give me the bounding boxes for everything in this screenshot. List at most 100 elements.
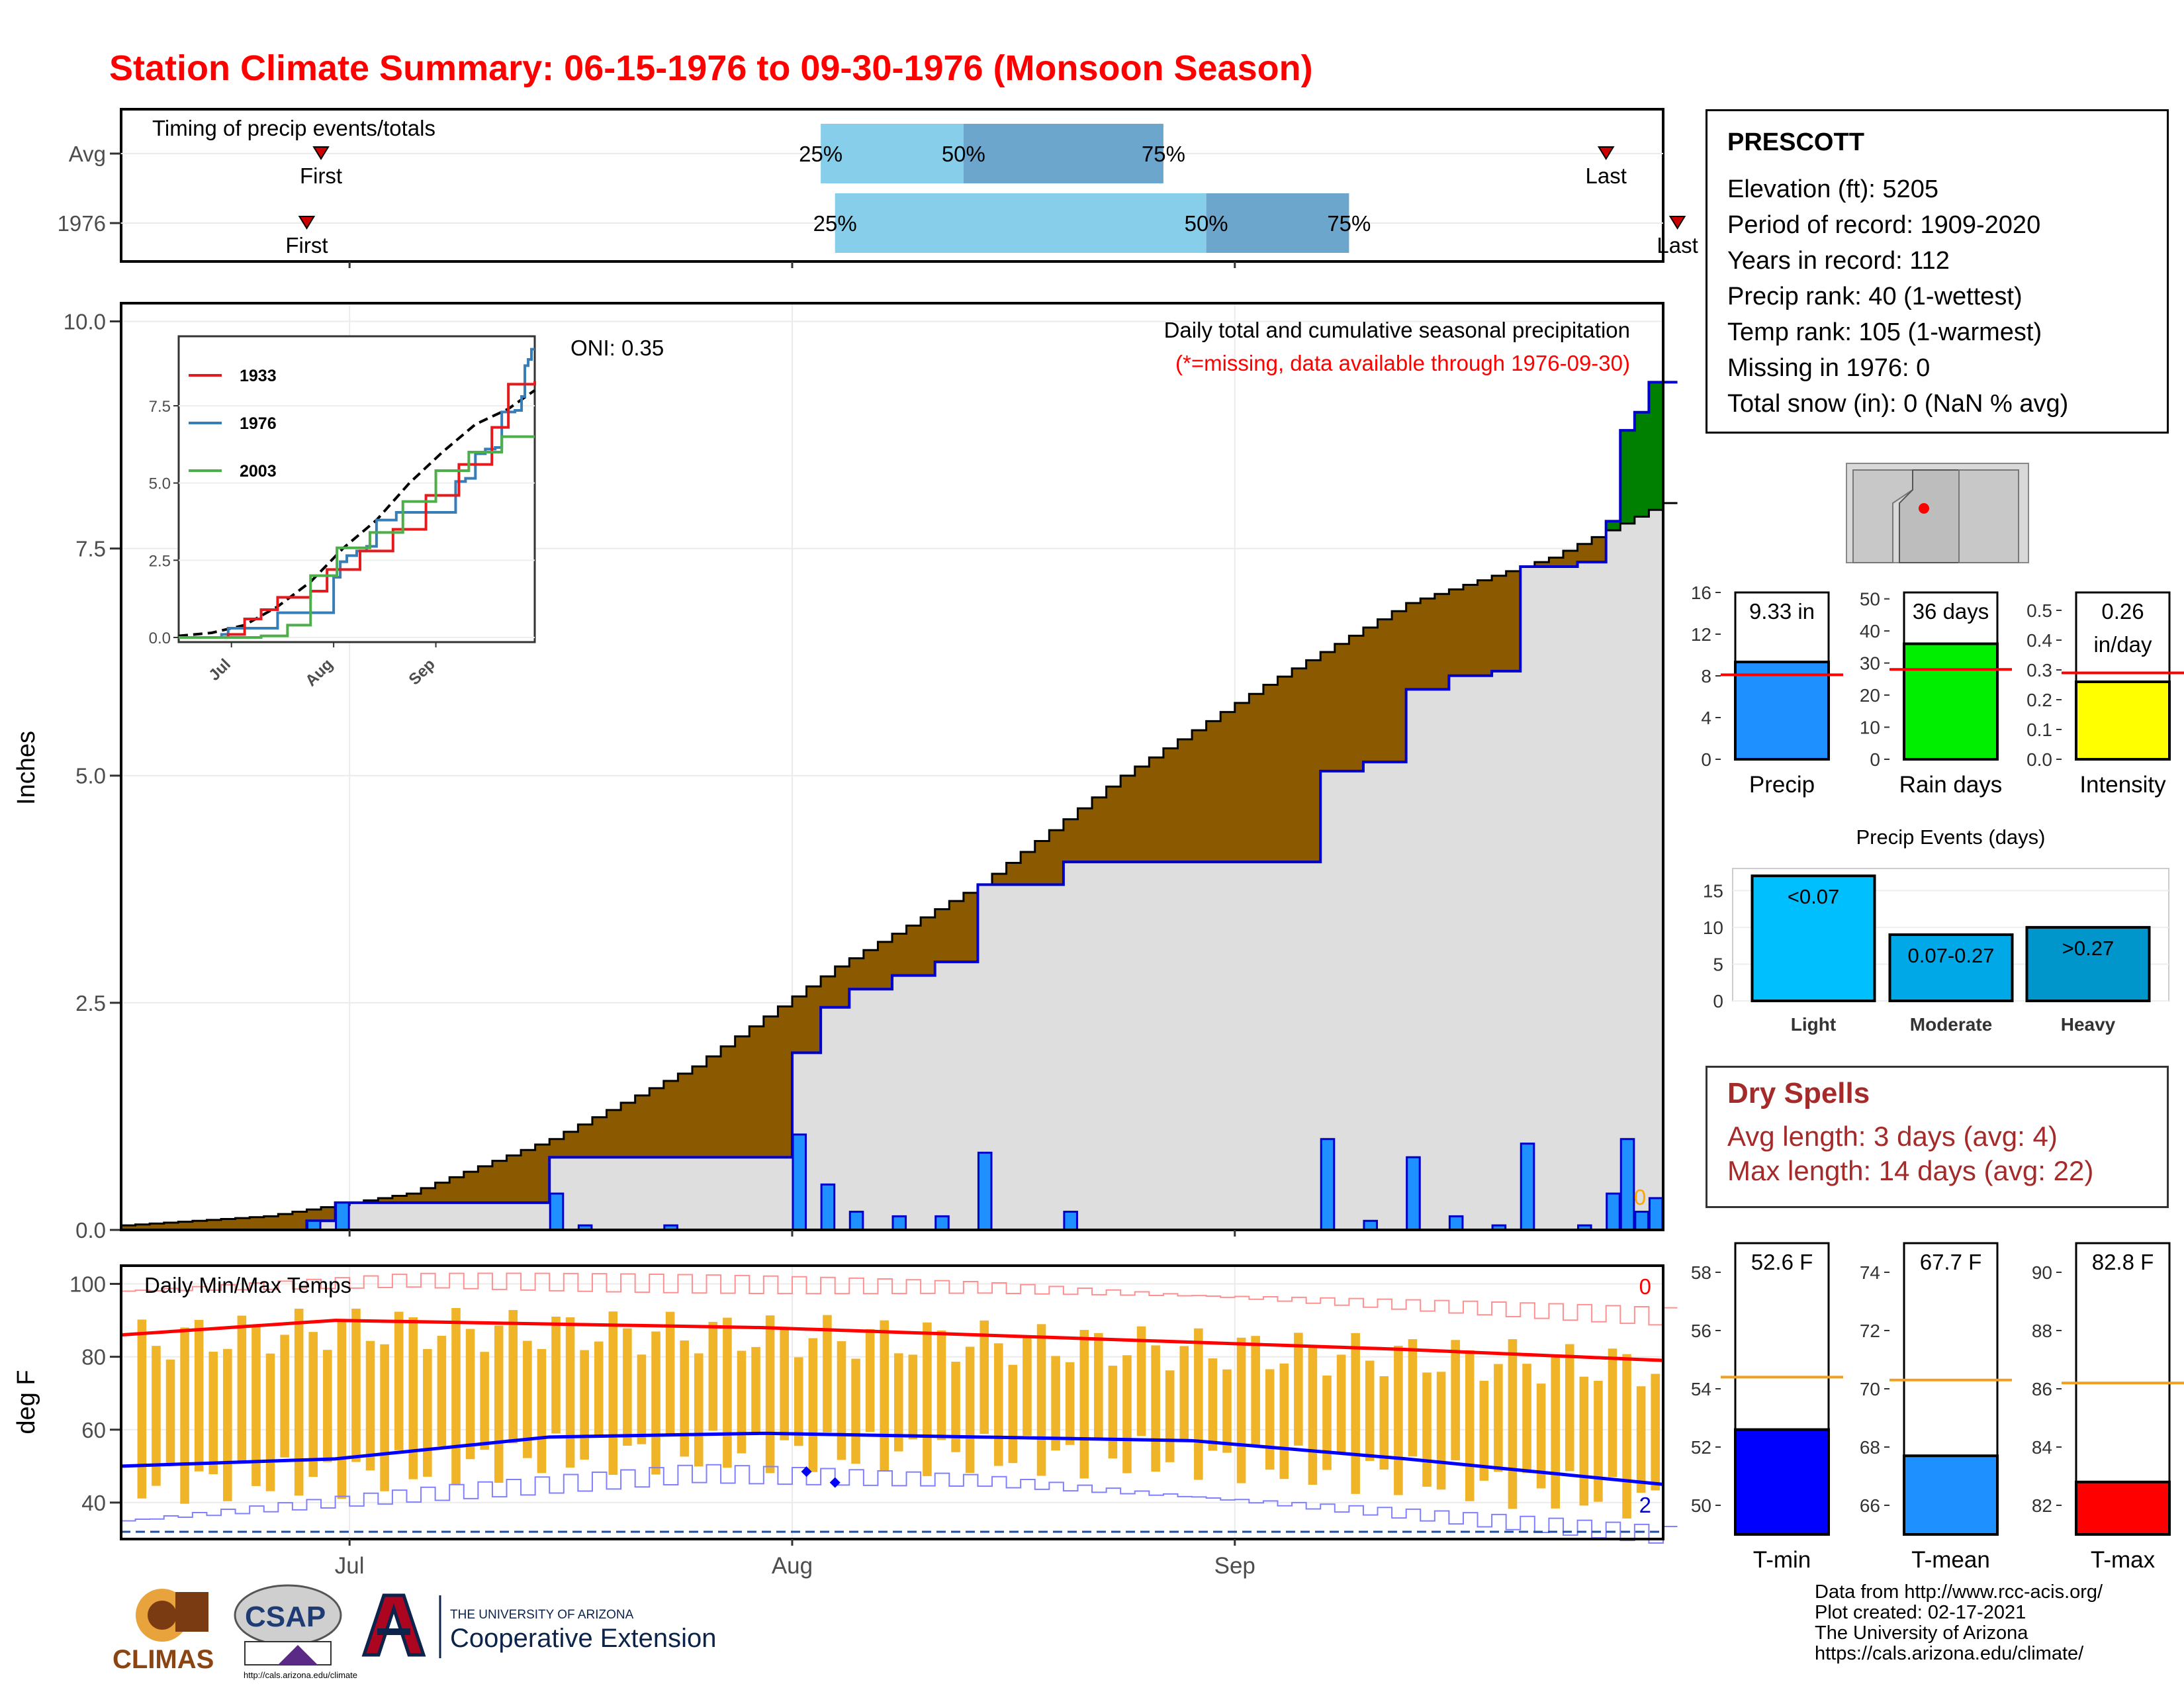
base-fill bbox=[1021, 884, 1036, 1230]
base-fill bbox=[1363, 762, 1379, 1230]
last-marker-label: Last bbox=[1586, 164, 1627, 188]
daily-temp-bar bbox=[408, 1317, 418, 1479]
daily-temp-bar bbox=[1594, 1380, 1603, 1502]
below-avg-fill bbox=[1120, 775, 1136, 863]
daily-temp-bar bbox=[1236, 1337, 1246, 1483]
y-tick-label: 16 bbox=[1691, 583, 1711, 603]
below-avg-fill bbox=[178, 1221, 193, 1230]
below-avg-fill bbox=[1006, 863, 1021, 885]
daily-temp-bar bbox=[1165, 1370, 1175, 1462]
month-label: Aug bbox=[772, 1553, 813, 1579]
base-fill bbox=[406, 1202, 422, 1230]
daily-temp-bar bbox=[280, 1335, 289, 1458]
base-fill bbox=[535, 1202, 550, 1230]
last-marker bbox=[1597, 146, 1615, 160]
base-fill bbox=[563, 1157, 578, 1230]
below-avg-fill bbox=[806, 986, 821, 1053]
base-fill bbox=[1449, 675, 1464, 1230]
y-tick-label: 12 bbox=[1691, 624, 1711, 645]
daily-temp-bar bbox=[394, 1311, 404, 1450]
below-avg-fill bbox=[250, 1217, 265, 1230]
base-fill bbox=[1334, 771, 1349, 1230]
bar-name: T-max bbox=[2091, 1547, 2156, 1573]
base-fill bbox=[1034, 884, 1050, 1230]
y-tick-label: 90 bbox=[2032, 1262, 2052, 1283]
daily-precip-bar bbox=[306, 1219, 322, 1231]
y-tick-label: 74 bbox=[1860, 1262, 1880, 1283]
logos: CLIMAS CSAP http://cals.arizona.edu/clim… bbox=[113, 1584, 716, 1680]
daily-temp-bar bbox=[1008, 1364, 1018, 1464]
daily-temp-bar bbox=[1551, 1355, 1560, 1509]
base-fill bbox=[1206, 862, 1221, 1230]
daily-temp-bar bbox=[951, 1362, 960, 1452]
daily-temp-bar bbox=[1122, 1355, 1132, 1474]
daily-temp-bar bbox=[1023, 1337, 1032, 1436]
y-tick-label: 0.0 bbox=[75, 1218, 106, 1243]
base-fill bbox=[1534, 567, 1550, 1230]
y-tick-label: 0 bbox=[1870, 749, 1880, 770]
below-avg-fill bbox=[878, 941, 893, 990]
base-fill bbox=[492, 1202, 508, 1230]
daily-temp-bar bbox=[808, 1338, 818, 1472]
below-avg-fill bbox=[1234, 702, 1250, 863]
base-fill bbox=[1392, 762, 1407, 1230]
daily-temp-bar bbox=[780, 1328, 789, 1440]
value-bar bbox=[2075, 1480, 2171, 1536]
daily-temp-bar bbox=[1651, 1374, 1660, 1491]
event-bar-label: 0.07-0.27 bbox=[1908, 944, 1995, 967]
below-avg-fill bbox=[1049, 830, 1064, 885]
precip-panel: 0.0 2.5 5.0 7.5 10.0 Inches ONI: 0.35 Daily tot… bbox=[13, 302, 1678, 1243]
station-line: Precip rank: 40 (1-wettest) bbox=[1727, 283, 2023, 310]
inset-y-label: 2.5 bbox=[149, 552, 171, 570]
y-tick-label: 86 bbox=[2032, 1379, 2052, 1399]
event-category: Moderate bbox=[1910, 1014, 1992, 1035]
base-fill bbox=[678, 1157, 693, 1230]
dry-spells-title: Dry Spells bbox=[1727, 1077, 1870, 1109]
record-min-line bbox=[121, 1464, 1678, 1544]
credit-line: Plot created: 02-17-2021 bbox=[1815, 1602, 2026, 1623]
daily-temp-bar bbox=[1508, 1339, 1518, 1509]
base-fill bbox=[878, 989, 893, 1230]
base-fill bbox=[478, 1202, 493, 1230]
value-bar bbox=[1903, 642, 1999, 761]
below-avg-fill bbox=[206, 1219, 222, 1230]
q25-50-box bbox=[835, 193, 1206, 253]
y-tick-label: 0.4 bbox=[2026, 630, 2052, 651]
first-marker-label: First bbox=[285, 233, 328, 258]
base-fill bbox=[1177, 862, 1193, 1230]
station-line: Temp rank: 105 (1-warmest) bbox=[1727, 318, 2042, 346]
y-tick-label: 54 bbox=[1691, 1379, 1711, 1399]
base-fill bbox=[706, 1157, 721, 1230]
daily-temp-bar bbox=[794, 1357, 803, 1446]
record-low-count: 2 bbox=[1639, 1493, 1651, 1517]
daily-temp-bar bbox=[1494, 1364, 1503, 1472]
first-marker bbox=[298, 216, 316, 230]
daily-temp-bar bbox=[565, 1317, 575, 1468]
timing-panel: Timing of precip events/totals Avg 25% 50% 7… bbox=[58, 108, 1698, 268]
below-avg-fill bbox=[1149, 757, 1164, 863]
bar-name: Rain days bbox=[1899, 772, 2003, 798]
daily-temp-bar bbox=[208, 1351, 218, 1475]
summary-bars: 0 4 8 12 16 9.33 in Precip 0 10 20 30 40 50 36 days Ra… bbox=[1691, 583, 2184, 798]
daily-temp-bar bbox=[1208, 1358, 1218, 1451]
base-fill bbox=[1620, 523, 1635, 1230]
daily-temp-bar bbox=[651, 1331, 660, 1475]
below-avg-fill bbox=[706, 1056, 721, 1158]
daily-temp-bar bbox=[1365, 1360, 1375, 1461]
base-fill bbox=[1077, 862, 1093, 1230]
cumulative-1976-line bbox=[121, 381, 1678, 1231]
first-marker bbox=[312, 146, 330, 160]
daily-temp-bar bbox=[936, 1330, 946, 1440]
quantile-label: 50% bbox=[942, 142, 985, 166]
base-fill bbox=[635, 1157, 650, 1230]
base-fill bbox=[749, 1157, 764, 1230]
event-bar bbox=[1888, 933, 2014, 1002]
base-fill bbox=[1277, 862, 1293, 1230]
y-tick-label: 0.3 bbox=[2026, 660, 2052, 680]
base-fill bbox=[392, 1202, 408, 1230]
ua-line2: Cooperative Extension bbox=[450, 1624, 716, 1653]
daily-temp-bar bbox=[1108, 1366, 1118, 1459]
below-avg-fill bbox=[1492, 575, 1507, 671]
base-fill bbox=[1292, 862, 1307, 1230]
daily-temp-bar bbox=[1036, 1324, 1046, 1476]
